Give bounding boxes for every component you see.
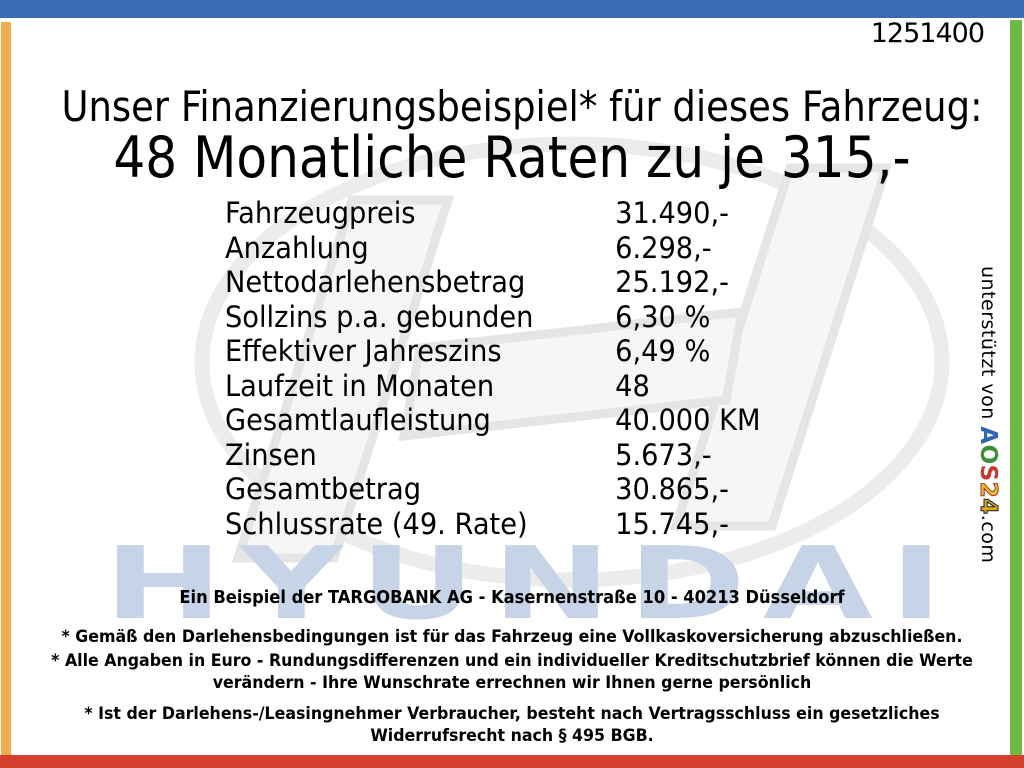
page-title: Unser Finanzierungsbeispiel* für dieses … [61,82,983,131]
frame-right-stripe [1010,20,1022,755]
row-label: Zinsen [225,437,317,472]
row-value: 5.673,- [615,437,712,472]
finance-table: Fahrzeugpreis 31.490,- Anzahlung 6.298,-… [225,196,808,541]
row-value: 15.745,- [615,506,729,541]
row-value: 6,49 % [615,334,711,368]
footnote-euro-line2: verändern - Ihre Wunschrate errechnen wi… [212,673,812,693]
row-label: Laufzeit in Monaten [225,368,495,403]
row-label: Gesamtlaufleistung [225,403,491,437]
row-label: Fahrzeugpreis [225,196,416,230]
aos24-logo-letter: O [975,444,1001,465]
footnote-euro-line1: * Alle Angaben in Euro - Rundungsdiffere… [51,651,973,671]
aos24-logo-letter: A [975,426,1001,445]
table-row: Schlussrate (49. Rate) 15.745,- [225,507,808,542]
frame-bottom-bar [0,755,1024,768]
footnote-withdrawal-line1: * Ist der Darlehens-/Leasingnehmer Verbr… [84,704,940,724]
row-label: Gesamtbetrag [225,472,422,506]
row-label: Effektiver Jahreszins [225,334,502,368]
row-label: Sollzins p.a. gebunden [225,299,534,334]
hyundai-wordmark-watermark: HYUNDAI [104,525,960,642]
table-row: Laufzeit in Monaten 48 [225,369,808,404]
row-value: 6,30 % [615,299,711,334]
table-row: Fahrzeugpreis 31.490,- [225,196,808,231]
aos24-logo-letter: 4 [975,498,1002,515]
row-label: Anzahlung [225,230,369,265]
footnote-insurance: * Gemäß den Darlehensbedingungen ist für… [61,627,963,647]
frame-left-stripe [1,22,11,755]
row-value: 31.490,- [615,196,729,230]
aos24-logo-letter: S [975,464,1001,482]
vehicle-id-number: 1251400 [870,18,985,49]
frame-top-bar [0,0,1024,18]
row-value: 25.192,- [615,265,729,299]
row-value: 40.000 KM [615,403,761,437]
table-row: Gesamtlaufleistung 40.000 KM [225,403,808,438]
table-row: Zinsen 5.673,- [225,438,808,473]
table-row: Anzahlung 6.298,- [225,231,808,266]
row-value: 6.298,- [615,230,712,265]
supported-by-text: unterstützt von [977,266,999,427]
bank-example-line: Ein Beispiel der TARGOBANK AG - Kasernen… [179,588,845,608]
table-row: Sollzins p.a. gebunden 6,30 % [225,300,808,335]
table-row: Effektiver Jahreszins 6,49 % [225,334,808,369]
supported-by-vertical-caption: unterstützt von AOS24.com [975,266,1002,564]
row-value: 48 [615,368,650,403]
table-row: Nettodarlehensbetrag 25.192,- [225,265,808,300]
aos24-logo-letter: 2 [975,481,1002,499]
row-value: 30.865,- [615,472,729,506]
aos24-domain-suffix: .com [977,514,999,564]
footnote-withdrawal-line2: Widerrufsrecht nach § 495 BGB. [370,726,654,746]
table-row: Gesamtbetrag 30.865,- [225,472,808,507]
row-label: Schlussrate (49. Rate) [225,506,528,541]
row-label: Nettodarlehensbetrag [225,265,526,299]
page-subtitle-rate: 48 Monatliche Raten zu je 315,- [113,125,911,191]
